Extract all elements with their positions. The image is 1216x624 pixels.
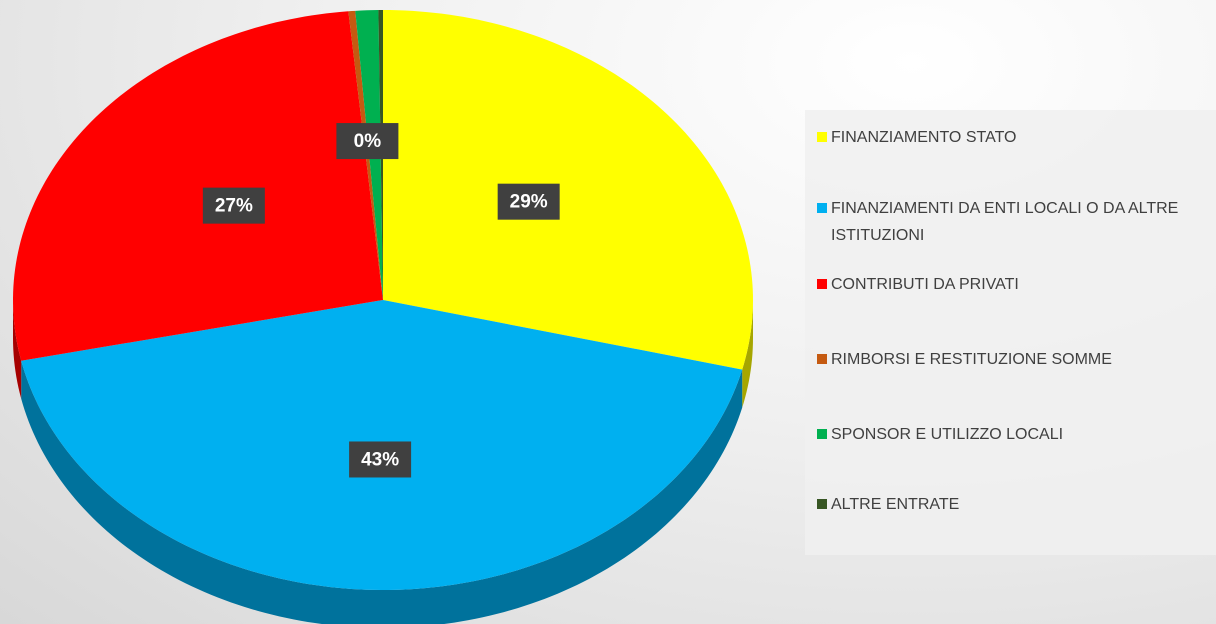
chart: 29% 43% 27% 0% — [13, 10, 753, 624]
pie-side — [21, 360, 743, 624]
data-label: 0% — [354, 131, 382, 152]
pie-slice — [383, 10, 753, 370]
data-label: 27% — [215, 196, 253, 217]
legend: FINANZIAMENTO STATO FINANZIAMENTI DA ENTI… — [805, 110, 1216, 555]
label-box — [202, 187, 265, 224]
legend-label: FINANZIAMENTI DA ENTI LOCALI O DA ALTRE … — [831, 200, 1179, 244]
pie-side — [13, 300, 22, 399]
pie-slice — [13, 11, 384, 361]
legend-item: FINANZIAMENTI DA ENTI LOCALI O DA ALTRE … — [817, 195, 1202, 249]
legend-item: CONTRIBUTI DA PRIVATI — [817, 271, 1202, 298]
pie-side — [742, 300, 753, 408]
legend-swatch — [817, 429, 827, 439]
legend-label: SPONSOR E UTILIZZO LOCALI — [831, 426, 1064, 443]
legend-swatch — [817, 279, 827, 289]
data-label: 43% — [361, 449, 399, 470]
legend-label: CONTRIBUTI DA PRIVATI — [831, 276, 1019, 293]
legend-label: RIMBORSI E RESTITUZIONE SOMME — [831, 351, 1112, 368]
legend-swatch — [817, 499, 827, 509]
legend-swatch — [817, 132, 827, 142]
legend-swatch — [817, 354, 827, 364]
legend-label: ALTRE ENTRATE — [831, 496, 960, 513]
label-box — [497, 183, 560, 220]
legend-swatch — [817, 203, 827, 213]
legend-item: FINANZIAMENTO STATO — [817, 124, 1202, 151]
legend-item: ALTRE ENTRATE — [817, 491, 1202, 518]
legend-item: SPONSOR E UTILIZZO LOCALI — [817, 421, 1202, 448]
data-label: 29% — [510, 192, 548, 213]
legend-label: FINANZIAMENTO STATO — [831, 129, 1017, 146]
label-box — [349, 441, 412, 478]
legend-item: RIMBORSI E RESTITUZIONE SOMME — [817, 346, 1202, 373]
label-box — [336, 123, 399, 160]
